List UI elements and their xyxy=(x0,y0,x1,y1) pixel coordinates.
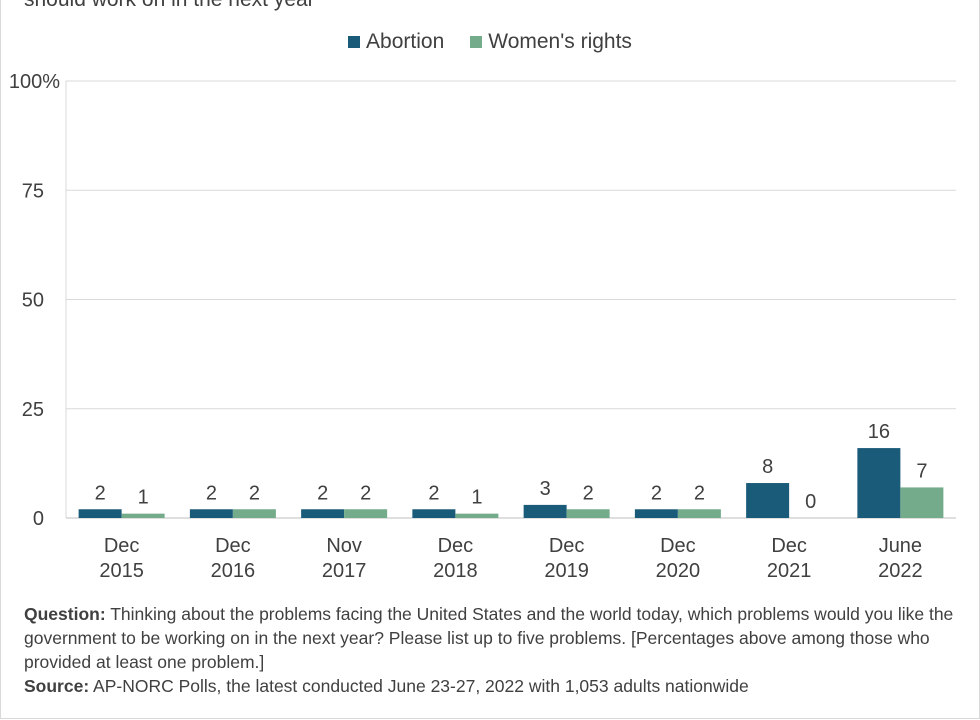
y-tick-label: 0 xyxy=(33,508,44,530)
question-label: Question: xyxy=(24,604,106,624)
question-text: Thinking about the problems facing the U… xyxy=(24,604,954,672)
x-tick-label: June xyxy=(879,535,922,557)
legend-swatch-womens-rights xyxy=(470,36,483,48)
data-label-abortion: 3 xyxy=(540,478,551,500)
data-label-abortion: 2 xyxy=(317,482,328,504)
x-tick-label: 2021 xyxy=(767,560,812,582)
x-tick-label: 2018 xyxy=(433,560,478,582)
data-label-abortion: 2 xyxy=(95,482,106,504)
bar-womens-rights xyxy=(566,509,610,518)
data-label-womens-rights: 1 xyxy=(138,487,149,509)
bar-womens-rights xyxy=(455,513,499,518)
data-label-womens-rights: 7 xyxy=(916,460,927,482)
x-tick-label: 2019 xyxy=(544,560,589,582)
question-note: Question: Thinking about the problems fa… xyxy=(24,602,954,674)
bar-abortion xyxy=(301,509,345,518)
source-text: AP-NORC Polls, the latest conducted June… xyxy=(89,676,749,696)
bar-womens-rights xyxy=(121,513,165,518)
data-label-abortion: 2 xyxy=(651,482,662,504)
legend-item-womens-rights: Women's rights xyxy=(470,30,632,54)
bar-abortion xyxy=(746,483,790,518)
bar-womens-rights xyxy=(344,509,388,518)
x-tick-label: 2022 xyxy=(878,560,923,582)
source-label: Source: xyxy=(24,676,90,696)
data-label-abortion: 2 xyxy=(206,482,217,504)
data-label-abortion: 16 xyxy=(868,421,890,443)
x-tick-label: 2020 xyxy=(656,560,701,582)
bar-womens-rights xyxy=(677,509,721,518)
legend-item-abortion: Abortion xyxy=(348,30,444,54)
bar-womens-rights xyxy=(900,487,944,518)
y-tick-label: 50 xyxy=(22,290,44,312)
data-label-womens-rights: 0 xyxy=(805,491,816,513)
y-tick-label: 100% xyxy=(9,71,60,93)
x-tick-label: Dec xyxy=(215,535,251,557)
x-tick-label: 2015 xyxy=(99,560,144,582)
data-label-womens-rights: 2 xyxy=(694,482,705,504)
data-label-womens-rights: 2 xyxy=(360,482,371,504)
x-tick-label: Dec xyxy=(771,535,807,557)
bar-abortion xyxy=(189,509,233,518)
bar-abortion xyxy=(523,504,567,518)
data-label-womens-rights: 2 xyxy=(583,482,594,504)
y-tick-label: 75 xyxy=(22,180,44,202)
x-tick-label: Dec xyxy=(660,535,696,557)
bar-abortion xyxy=(634,509,678,518)
chart-subtitle: should work on in the next year xyxy=(24,0,315,12)
legend-label-womens-rights: Women's rights xyxy=(488,30,632,53)
x-tick-label: Dec xyxy=(104,535,140,557)
bar-abortion xyxy=(857,448,901,518)
data-label-abortion: 8 xyxy=(762,456,773,478)
y-tick-label: 25 xyxy=(22,399,44,421)
source-note: Source: AP-NORC Polls, the latest conduc… xyxy=(24,674,954,698)
x-tick-label: Nov xyxy=(326,535,362,557)
bar-abortion xyxy=(412,509,456,518)
x-tick-label: 2016 xyxy=(211,560,256,582)
data-label-womens-rights: 1 xyxy=(471,487,482,509)
x-tick-label: 2017 xyxy=(322,560,367,582)
x-tick-label: Dec xyxy=(549,535,585,557)
chart-notes: Question: Thinking about the problems fa… xyxy=(24,602,954,698)
x-tick-label: Dec xyxy=(438,535,474,557)
bar-womens-rights xyxy=(232,509,276,518)
data-label-abortion: 2 xyxy=(428,482,439,504)
legend-label-abortion: Abortion xyxy=(366,30,445,53)
legend-swatch-abortion xyxy=(348,36,361,48)
bar-abortion xyxy=(78,509,122,518)
legend: Abortion Women's rights xyxy=(0,30,980,54)
data-label-womens-rights: 2 xyxy=(249,482,260,504)
